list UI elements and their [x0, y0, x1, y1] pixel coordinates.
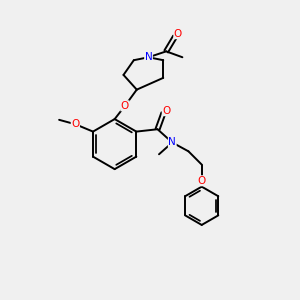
Text: O: O	[198, 176, 206, 186]
Text: O: O	[174, 29, 182, 39]
Text: N: N	[145, 52, 152, 62]
Text: O: O	[121, 101, 129, 111]
Text: O: O	[71, 119, 80, 129]
Text: O: O	[162, 106, 170, 116]
Text: N: N	[168, 137, 176, 148]
